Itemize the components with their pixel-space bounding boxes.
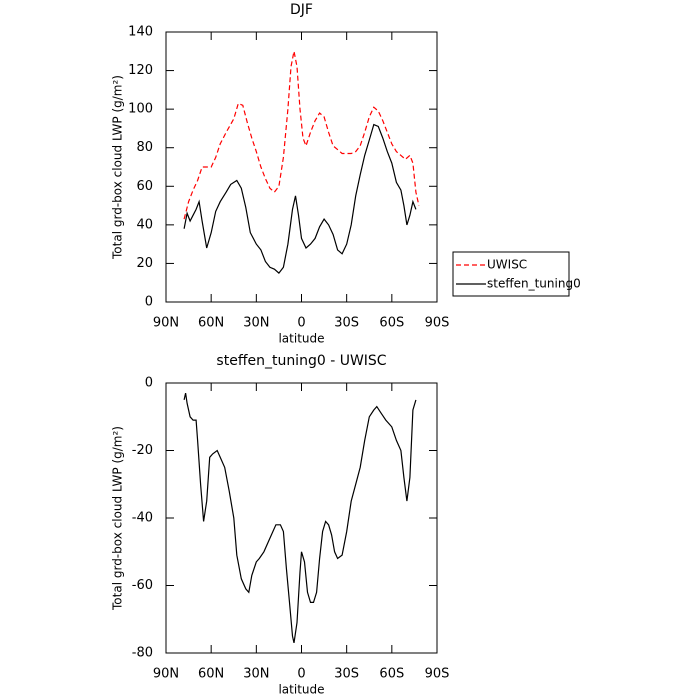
x-axis-label: latitude [278,683,324,697]
y-axis-label: Total grd-box cloud LWP (g/m²) [111,75,125,260]
y-tick-label: 120 [128,63,153,78]
legend-label: steffen_tuning0 [487,277,581,291]
y-tick-label: -80 [132,646,153,661]
legend-box [452,251,570,297]
x-tick-label: 60N [198,316,224,331]
x-tick-label: 90S [425,316,450,331]
plot-frame [165,382,438,654]
x-tick-label: 0 [297,316,305,331]
x-tick-label: 90N [153,316,179,331]
y-tick-label: 20 [136,256,153,271]
x-tick-label: 90S [425,667,450,682]
y-tick-label: 100 [128,102,153,117]
data-line [183,51,420,220]
y-tick-label: 140 [128,25,153,40]
y-tick-label: 0 [145,376,153,391]
x-tick-label: 90N [153,667,179,682]
x-tick-label: 60S [379,667,404,682]
x-tick-label: 30N [243,316,269,331]
x-tick-label: 60S [379,316,404,331]
y-tick-label: 0 [145,295,153,310]
y-axis-label: Total grd-box cloud LWP (g/m²) [111,426,125,611]
y-tick-label: 60 [136,179,153,194]
y-tick-label: 80 [136,140,153,155]
x-tick-label: 30S [334,667,359,682]
chart-title: steffen_tuning0 - UWISC [216,353,386,369]
x-tick-label: 30N [243,667,269,682]
y-tick-label: 40 [136,217,153,232]
y-tick-label: -20 [132,443,153,458]
x-tick-label: 60N [198,667,224,682]
legend-label: UWISC [487,258,527,272]
y-tick-label: -60 [132,578,153,593]
x-axis-label: latitude [278,332,324,346]
data-line [183,123,417,274]
data-line [183,392,417,644]
y-tick-label: -40 [132,511,153,526]
chart-title: DJF [290,2,313,18]
x-tick-label: 0 [297,667,305,682]
x-tick-label: 30S [334,316,359,331]
